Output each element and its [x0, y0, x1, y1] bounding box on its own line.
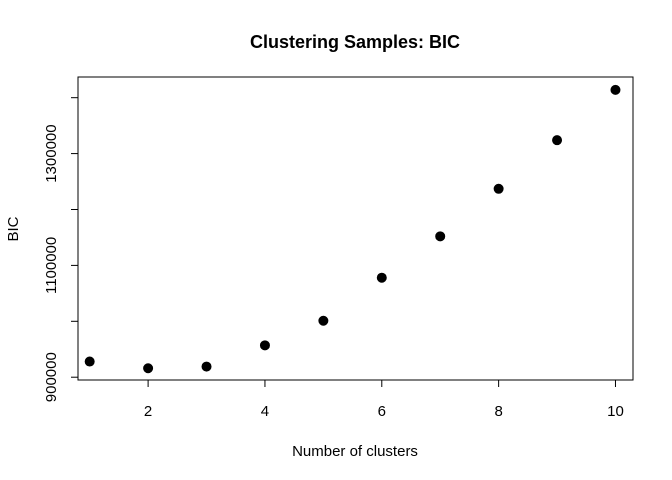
x-tick-label: 8 — [494, 403, 502, 420]
data-point — [493, 183, 504, 194]
y-tick-label: 1300000 — [43, 124, 60, 182]
x-tick-label: 10 — [607, 403, 624, 420]
data-point — [610, 84, 621, 95]
data-point — [259, 340, 270, 351]
y-axis-label: BIC — [5, 216, 22, 241]
x-tick-label: 2 — [144, 403, 152, 420]
y-tick-label: 900000 — [43, 352, 60, 402]
x-tick-label: 4 — [261, 403, 269, 420]
x-axis-label: Number of clusters — [292, 443, 418, 460]
plot-frame — [77, 76, 634, 381]
data-point — [552, 135, 563, 146]
y-axis: 900000 1100000 1300000 — [43, 97, 78, 402]
y-tick-label: 1100000 — [43, 237, 60, 294]
data-point — [435, 231, 446, 242]
data-point — [201, 361, 212, 372]
x-axis: 2 4 6 8 10 — [144, 380, 624, 420]
data-point — [143, 363, 154, 374]
chart-title: Clustering Samples: BIC — [250, 32, 460, 52]
data-point — [84, 356, 95, 367]
data-point — [318, 315, 329, 326]
data-point — [376, 272, 387, 283]
data-points — [84, 84, 621, 374]
x-tick-label: 6 — [378, 403, 386, 420]
